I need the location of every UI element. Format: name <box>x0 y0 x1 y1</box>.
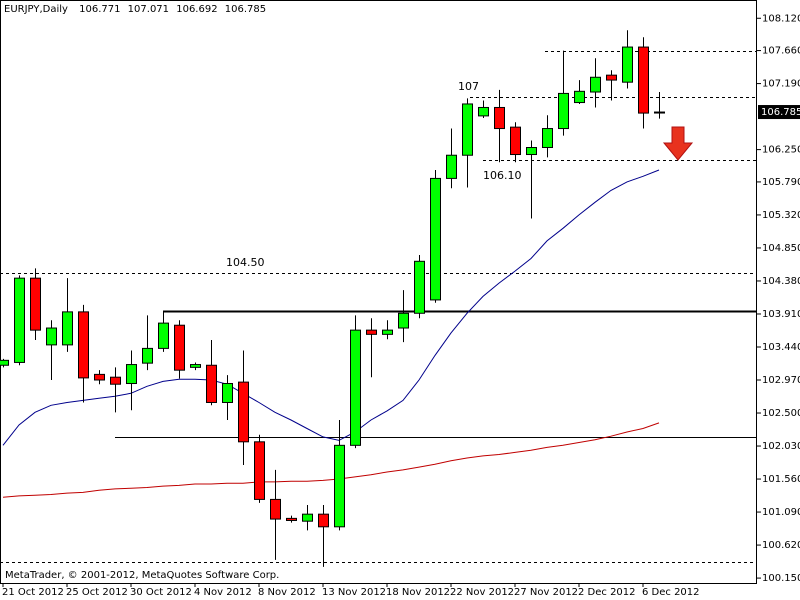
candle-body <box>638 46 649 114</box>
y-tick-label: 104.380 <box>762 276 800 287</box>
down-arrow <box>662 126 694 161</box>
moving-averages <box>2 169 660 498</box>
candle-body <box>558 92 569 130</box>
candle-body <box>94 373 105 381</box>
y-tick-label: 104.850 <box>762 243 800 254</box>
y-tick-label: 106.250 <box>762 145 800 156</box>
candle-body <box>398 312 409 329</box>
candle-body <box>414 260 425 314</box>
candle-body <box>574 90 585 104</box>
y-tick-label: 102.500 <box>762 408 800 419</box>
candle-body <box>590 76 601 93</box>
x-tick-label: 4 Nov 2012 <box>194 587 252 598</box>
candle-body <box>334 444 345 528</box>
x-tick-label: 6 Dec 2012 <box>642 587 700 598</box>
x-tick-label: 8 Nov 2012 <box>258 587 316 598</box>
candle-body <box>350 329 361 446</box>
moving-average <box>2 169 660 446</box>
header: EURJPY,Daily 106.771 107.071 106.692 106… <box>4 4 266 15</box>
candles <box>0 30 665 567</box>
candle-body <box>238 381 249 443</box>
axes: 108.120 107.660 107.190 106.250 105.790 105.3… <box>2 13 800 598</box>
x-tick-label: 21 Oct 2012 <box>2 587 64 598</box>
candle-body <box>62 311 73 346</box>
last-open: 106.771 <box>79 4 120 15</box>
level-label: 104.50 <box>226 256 265 269</box>
plot-frame <box>0 0 757 584</box>
candle-body <box>366 329 377 335</box>
candle-body <box>446 154 457 179</box>
y-tick-label: 107.190 <box>762 79 800 90</box>
y-tick-label: 103.910 <box>762 309 800 320</box>
candle-body <box>14 277 25 363</box>
candle-body <box>286 517 297 521</box>
candle-body <box>462 103 473 156</box>
candle-body <box>478 106 489 117</box>
level-label: 106.10 <box>483 169 522 182</box>
candle-body <box>526 147 537 156</box>
candle-body <box>78 311 89 379</box>
candle-body <box>430 177 441 301</box>
level-label: 107 <box>458 80 479 93</box>
y-tick-label: 105.790 <box>762 177 800 188</box>
candle-body <box>174 324 185 371</box>
last-high: 107.071 <box>128 4 169 15</box>
candle-body <box>0 359 9 366</box>
x-tick-label: 13 Nov 2012 <box>322 587 386 598</box>
y-tick-label: 105.320 <box>762 210 800 221</box>
candle-body <box>142 347 153 364</box>
y-tick-label: 108.120 <box>762 13 800 24</box>
candle-body <box>30 277 41 331</box>
candle-body <box>206 364 217 403</box>
y-tick-label: 102.970 <box>762 375 800 386</box>
y-tick-label: 101.090 <box>762 507 800 518</box>
candle-body <box>382 329 393 335</box>
x-tick-label: 30 Oct 2012 <box>130 587 192 598</box>
y-tick-label: 100.150 <box>762 573 800 584</box>
price-box <box>758 105 800 120</box>
moving-average <box>2 422 660 498</box>
price-label: 106.785 <box>761 107 800 118</box>
candle-body <box>622 46 633 83</box>
candle-body <box>654 111 665 114</box>
copyright: MetaTrader, © 2001-2012, MetaQuotes Soft… <box>5 570 279 581</box>
y-tick-label: 103.440 <box>762 342 800 353</box>
levels: 107 106.10 104.50 <box>0 51 757 563</box>
y-tick-label: 102.030 <box>762 441 800 452</box>
candle-body <box>126 364 137 385</box>
candle-body <box>494 106 505 130</box>
y-tick-label: 101.560 <box>762 474 800 485</box>
candle-body <box>158 322 169 349</box>
candle-body <box>110 376 121 385</box>
candle-body <box>254 441 265 500</box>
candle-body <box>318 513 329 528</box>
x-tick-label: 2 Dec 2012 <box>578 587 636 598</box>
candle-body <box>190 364 201 368</box>
candle-body <box>270 498 281 520</box>
symbol: EURJPY,Daily <box>4 4 68 15</box>
x-tick-label: 27 Nov 2012 <box>514 587 578 598</box>
candle-body <box>542 128 553 149</box>
last-close: 106.785 <box>225 4 266 15</box>
last-low: 106.692 <box>176 4 217 15</box>
candle-body <box>222 383 233 403</box>
x-tick-label: 18 Nov 2012 <box>386 587 450 598</box>
x-tick-label: 25 Oct 2012 <box>66 587 128 598</box>
x-tick-label: 22 Nov 2012 <box>450 587 514 598</box>
y-tick-label: 107.660 <box>762 46 800 57</box>
candle-body <box>46 327 57 346</box>
candle-body <box>302 513 313 522</box>
candle-body <box>606 74 617 81</box>
candle-body <box>510 126 521 156</box>
y-tick-label: 100.620 <box>762 540 800 551</box>
